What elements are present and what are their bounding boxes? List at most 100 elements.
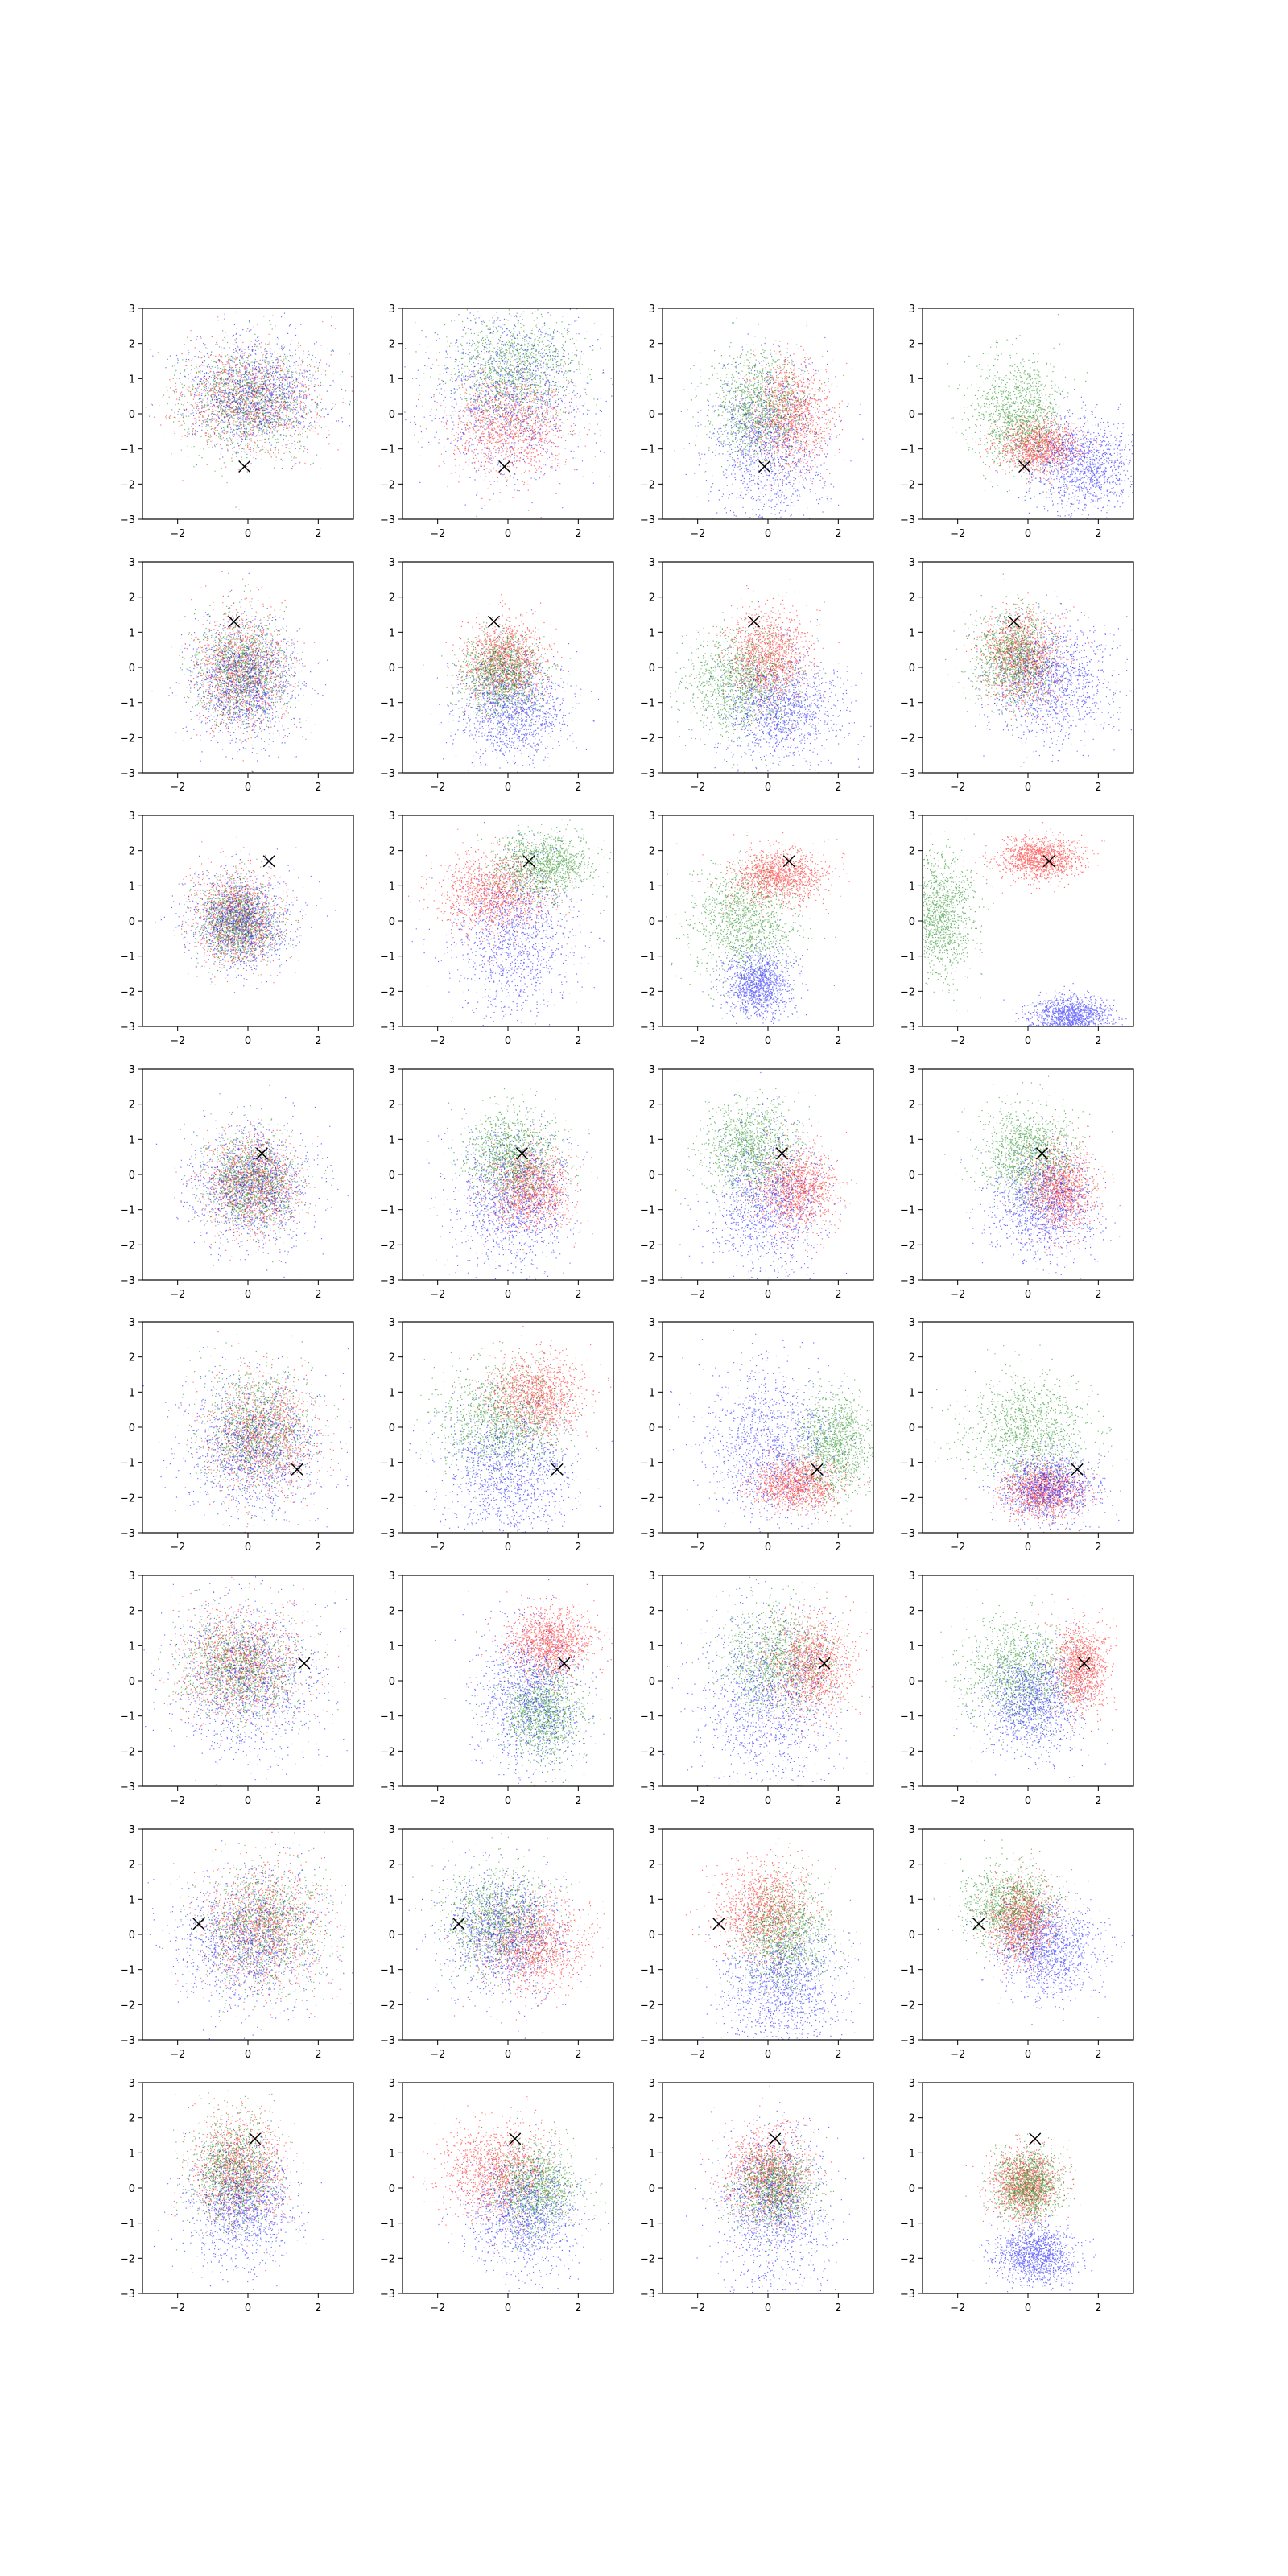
x-tick-label: 2 xyxy=(315,2302,321,2314)
x-marker xyxy=(972,1918,985,1930)
axes-frame xyxy=(142,308,354,520)
x-tick-label: 0 xyxy=(765,2302,771,2314)
y-tick-label: 3 xyxy=(909,2078,915,2090)
series-green-points xyxy=(473,2111,606,2269)
y-tick-label: 1 xyxy=(389,1894,395,1906)
y-tick-label: −1 xyxy=(900,1965,915,1977)
x-tick-label: 2 xyxy=(835,2049,841,2061)
y-tick-label: 3 xyxy=(649,1064,655,1076)
y-tick-label: 1 xyxy=(389,1387,395,1399)
x-marker xyxy=(488,615,501,628)
y-tick-label: 2 xyxy=(129,592,135,605)
y-tick-label: 0 xyxy=(389,1170,395,1182)
scatter-points xyxy=(423,1088,598,1280)
panel-r3-c2: −2 0 2 −3 −2 −1 0 1 2 3 xyxy=(380,811,614,1047)
y-tick-label: −3 xyxy=(380,514,395,526)
panel-r4-c1: −2 0 2 −3 −2 −1 0 1 2 3 xyxy=(120,1064,354,1301)
axes-frame xyxy=(142,1068,354,1281)
x-tick-label: 0 xyxy=(245,1542,251,1554)
y-tick-label: −1 xyxy=(640,698,655,710)
y-tick-label: −3 xyxy=(640,1022,655,1034)
panel-r2-c2: −2 0 2 −3 −2 −1 0 1 2 3 xyxy=(380,557,614,794)
series-red-points xyxy=(714,1446,871,1524)
y-tick-label: −1 xyxy=(900,952,915,964)
y-tick-label: 1 xyxy=(129,627,135,639)
x-tick-label: 2 xyxy=(575,1542,581,1554)
y-tick-label: −2 xyxy=(120,2000,135,2012)
scatter-points xyxy=(423,594,600,773)
y-tick-label: −3 xyxy=(640,1528,655,1540)
series-red-points xyxy=(1023,1596,1122,1732)
series-green-points xyxy=(667,590,827,773)
y-tick-label: −1 xyxy=(120,1965,135,1977)
x-tick-label: 2 xyxy=(315,1035,321,1047)
x-tick-label: 0 xyxy=(765,1035,771,1047)
x-marker xyxy=(551,1463,564,1476)
y-tick-label: 1 xyxy=(389,881,395,893)
y-tick-label: 0 xyxy=(649,1930,655,1942)
panel-r2-c1: −2 0 2 −3 −2 −1 0 1 2 3 xyxy=(120,557,354,794)
y-tick-label: 1 xyxy=(909,1134,915,1146)
x-tick-label: 2 xyxy=(575,1289,581,1301)
scatter-points xyxy=(155,1084,349,1278)
y-tick-label: 2 xyxy=(649,846,655,858)
y-tick-label: −1 xyxy=(120,444,135,456)
y-tick-label: 3 xyxy=(909,1317,915,1329)
x-tick-label: −2 xyxy=(690,2302,705,2314)
y-tick-label: −1 xyxy=(120,1205,135,1217)
y-tick-label: 1 xyxy=(649,374,655,386)
series-blue-points xyxy=(142,1335,353,1533)
panel-r7-c1: −2 0 2 −3 −2 −1 0 1 2 3 xyxy=(120,1824,354,2061)
y-tick-label: 1 xyxy=(649,1134,655,1146)
scatter-points xyxy=(412,2096,613,2293)
y-tick-label: 1 xyxy=(909,2148,915,2160)
x-marker xyxy=(228,615,241,628)
x-tick-label: 0 xyxy=(245,782,251,794)
scatter-points xyxy=(675,1071,857,1280)
scatter-points xyxy=(663,1576,873,1786)
y-tick-label: −2 xyxy=(900,733,915,745)
y-tick-label: −2 xyxy=(900,2000,915,2012)
x-marker xyxy=(291,1463,303,1476)
y-tick-label: 0 xyxy=(129,2183,135,2195)
y-tick-label: 3 xyxy=(129,303,135,316)
series-red-points xyxy=(414,328,601,518)
x-marker xyxy=(769,2132,782,2145)
x-tick-label: 0 xyxy=(245,1289,251,1301)
x-tick-label: −2 xyxy=(170,1289,185,1301)
y-tick-label: 0 xyxy=(909,916,915,928)
axes-frame xyxy=(142,1575,354,1787)
y-tick-label: −1 xyxy=(120,2219,135,2231)
panel-r1-c4: −2 0 2 −3 −2 −1 0 1 2 3 xyxy=(900,303,1134,540)
scatter-points xyxy=(947,314,1133,519)
y-tick-label: −1 xyxy=(900,444,915,456)
series-green-points xyxy=(926,1344,1128,1511)
y-tick-label: −2 xyxy=(900,986,915,998)
y-tick-label: 3 xyxy=(389,1064,395,1076)
x-marker xyxy=(515,1147,528,1160)
axes-frame xyxy=(142,2082,354,2294)
x-tick-label: 0 xyxy=(505,1795,511,1807)
y-tick-label: 0 xyxy=(389,1422,395,1435)
x-tick-label: −2 xyxy=(950,782,965,794)
y-tick-label: −2 xyxy=(640,1240,655,1252)
x-tick-label: 2 xyxy=(835,1035,841,1047)
x-tick-label: 2 xyxy=(575,1035,581,1047)
x-tick-label: −2 xyxy=(950,1289,965,1301)
series-blue-points xyxy=(972,2211,1096,2293)
scatter-points xyxy=(965,2133,1096,2293)
y-tick-label: −2 xyxy=(120,2253,135,2265)
y-tick-label: 1 xyxy=(909,881,915,893)
series-green-points xyxy=(154,1584,339,1749)
y-tick-label: −2 xyxy=(900,479,915,491)
series-green-points xyxy=(667,1579,872,1743)
y-tick-label: −2 xyxy=(380,479,395,491)
y-tick-label: −2 xyxy=(380,1746,395,1758)
y-tick-label: −1 xyxy=(640,1458,655,1470)
y-tick-label: −2 xyxy=(120,479,135,491)
x-tick-label: 0 xyxy=(505,2049,511,2061)
y-tick-label: 2 xyxy=(389,592,395,605)
y-tick-label: −3 xyxy=(640,768,655,780)
y-tick-label: 3 xyxy=(389,2078,395,2090)
y-tick-label: 0 xyxy=(909,1676,915,1688)
